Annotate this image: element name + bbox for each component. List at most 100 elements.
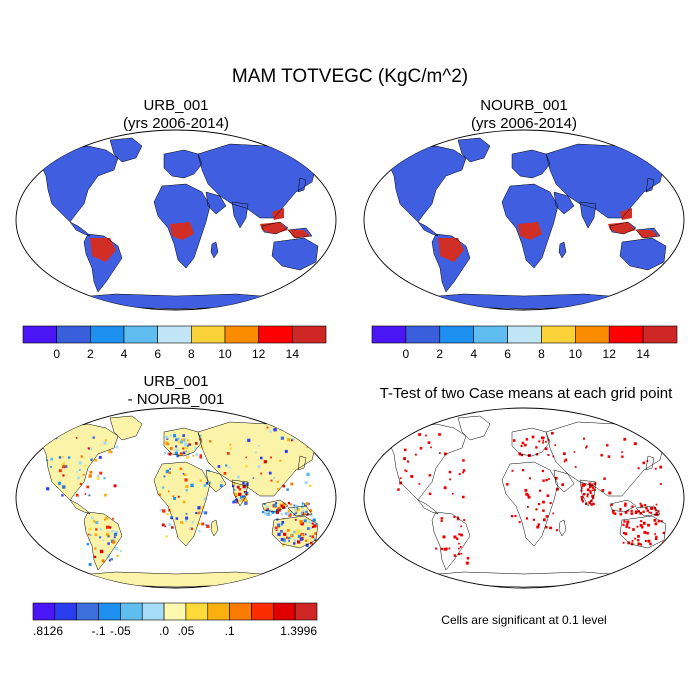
grid-cell: [465, 561, 469, 565]
grid-cell: [288, 536, 291, 540]
grid-cell: [75, 437, 78, 439]
grid-cell: [92, 436, 95, 439]
grid-cell: [184, 441, 187, 444]
grid-cell: [561, 483, 565, 487]
grid-cell: [639, 524, 643, 527]
grid-cell: [298, 427, 302, 431]
grid-cell: [302, 509, 305, 512]
grid-cell: [229, 443, 232, 446]
colorbar-tick-label: 14: [636, 347, 650, 361]
grid-cell: [546, 494, 550, 497]
difference-speckle: [46, 426, 318, 566]
colorbar-tick-label: 2: [436, 347, 443, 361]
grid-cell: [288, 540, 290, 542]
grid-cell: [551, 431, 554, 435]
grid-cell: [641, 526, 644, 529]
grid-cell: [99, 471, 103, 475]
grid-cell: [166, 442, 170, 446]
grid-cell: [284, 426, 288, 430]
grid-cell: [179, 452, 183, 456]
grid-cell: [46, 487, 50, 491]
grid-cell: [439, 452, 441, 454]
grid-cell: [581, 484, 585, 487]
grid-cell: [61, 494, 64, 497]
colorbar-tick-label: 12: [603, 347, 617, 361]
grid-cell: [282, 518, 285, 520]
grid-cell: [303, 519, 307, 523]
grid-cell: [655, 503, 658, 506]
grid-cell: [162, 509, 166, 513]
grid-cell: [263, 512, 267, 516]
colorbar-tick-label: 2: [87, 347, 94, 361]
grid-cell: [287, 502, 290, 505]
grid-cell: [540, 436, 544, 440]
grid-cell: [243, 497, 247, 500]
grid-cell: [428, 492, 432, 496]
colorbar-tick-label: 10: [569, 347, 583, 361]
grid-cell: [186, 455, 190, 459]
grid-cell: [75, 493, 79, 497]
grid-cell: [264, 507, 268, 510]
colorbar-nourb: 0 2 4 6 8 10 12 14: [371, 325, 678, 361]
grid-cell: [619, 512, 623, 516]
colorbar-tick-label: 4: [470, 347, 477, 361]
grid-cell: [619, 508, 622, 511]
grid-cell: [293, 539, 297, 542]
grid-cell: [583, 493, 586, 496]
grid-cell: [518, 521, 521, 524]
grid-cell: [244, 501, 248, 505]
grid-cell: [275, 502, 278, 505]
grid-cell: [279, 503, 282, 506]
grid-cell: [239, 484, 242, 487]
grid-cell: [307, 502, 310, 505]
grid-cell: [236, 475, 240, 479]
grid-cell: [184, 443, 187, 447]
grid-cell: [449, 478, 452, 481]
grid-cell: [520, 445, 523, 448]
grid-cell: [510, 515, 514, 518]
grid-cell: [307, 538, 310, 541]
grid-cell: [292, 506, 296, 509]
grid-cell: [263, 460, 267, 464]
grid-cell: [171, 526, 174, 529]
grid-cell: [46, 459, 49, 462]
grid-cell: [640, 520, 643, 523]
grid-cell: [58, 469, 62, 473]
grid-cell: [586, 488, 590, 492]
grid-cell: [427, 441, 431, 444]
grid-cell: [281, 521, 285, 524]
grid-cell: [624, 504, 627, 507]
grid-cell: [644, 504, 647, 507]
grid-cell: [397, 488, 400, 491]
map-panel-nourb: [363, 129, 685, 311]
grid-cell: [293, 509, 297, 512]
grid-cell: [254, 451, 257, 454]
grid-cell: [192, 454, 195, 457]
grid-cell: [62, 474, 65, 477]
grid-cell: [277, 506, 281, 510]
colorbar-tick-label: -.1: [92, 624, 106, 638]
grid-cell: [164, 525, 167, 528]
grid-cell: [105, 532, 110, 536]
grid-cell: [299, 434, 302, 437]
grid-cell: [647, 539, 651, 543]
grid-cell: [95, 528, 98, 531]
grid-cell: [229, 447, 233, 450]
grid-cell: [636, 525, 639, 528]
grid-cell: [111, 529, 114, 533]
grid-cell: [169, 468, 171, 470]
tropical-highlight: [90, 208, 310, 262]
grid-cell: [184, 478, 188, 482]
grid-cell: [457, 516, 459, 519]
grid-cell: [309, 535, 311, 537]
grid-cell: [563, 460, 566, 463]
map-frame: [363, 407, 685, 589]
grid-cell: [186, 439, 189, 442]
grid-cell: [591, 494, 595, 497]
grid-cell: [654, 533, 656, 535]
grid-cell: [637, 467, 640, 470]
grid-cell: [419, 446, 423, 450]
colorbar-tick-label: -.05: [110, 624, 131, 638]
grid-cell: [547, 454, 550, 456]
grid-cell: [462, 469, 466, 472]
